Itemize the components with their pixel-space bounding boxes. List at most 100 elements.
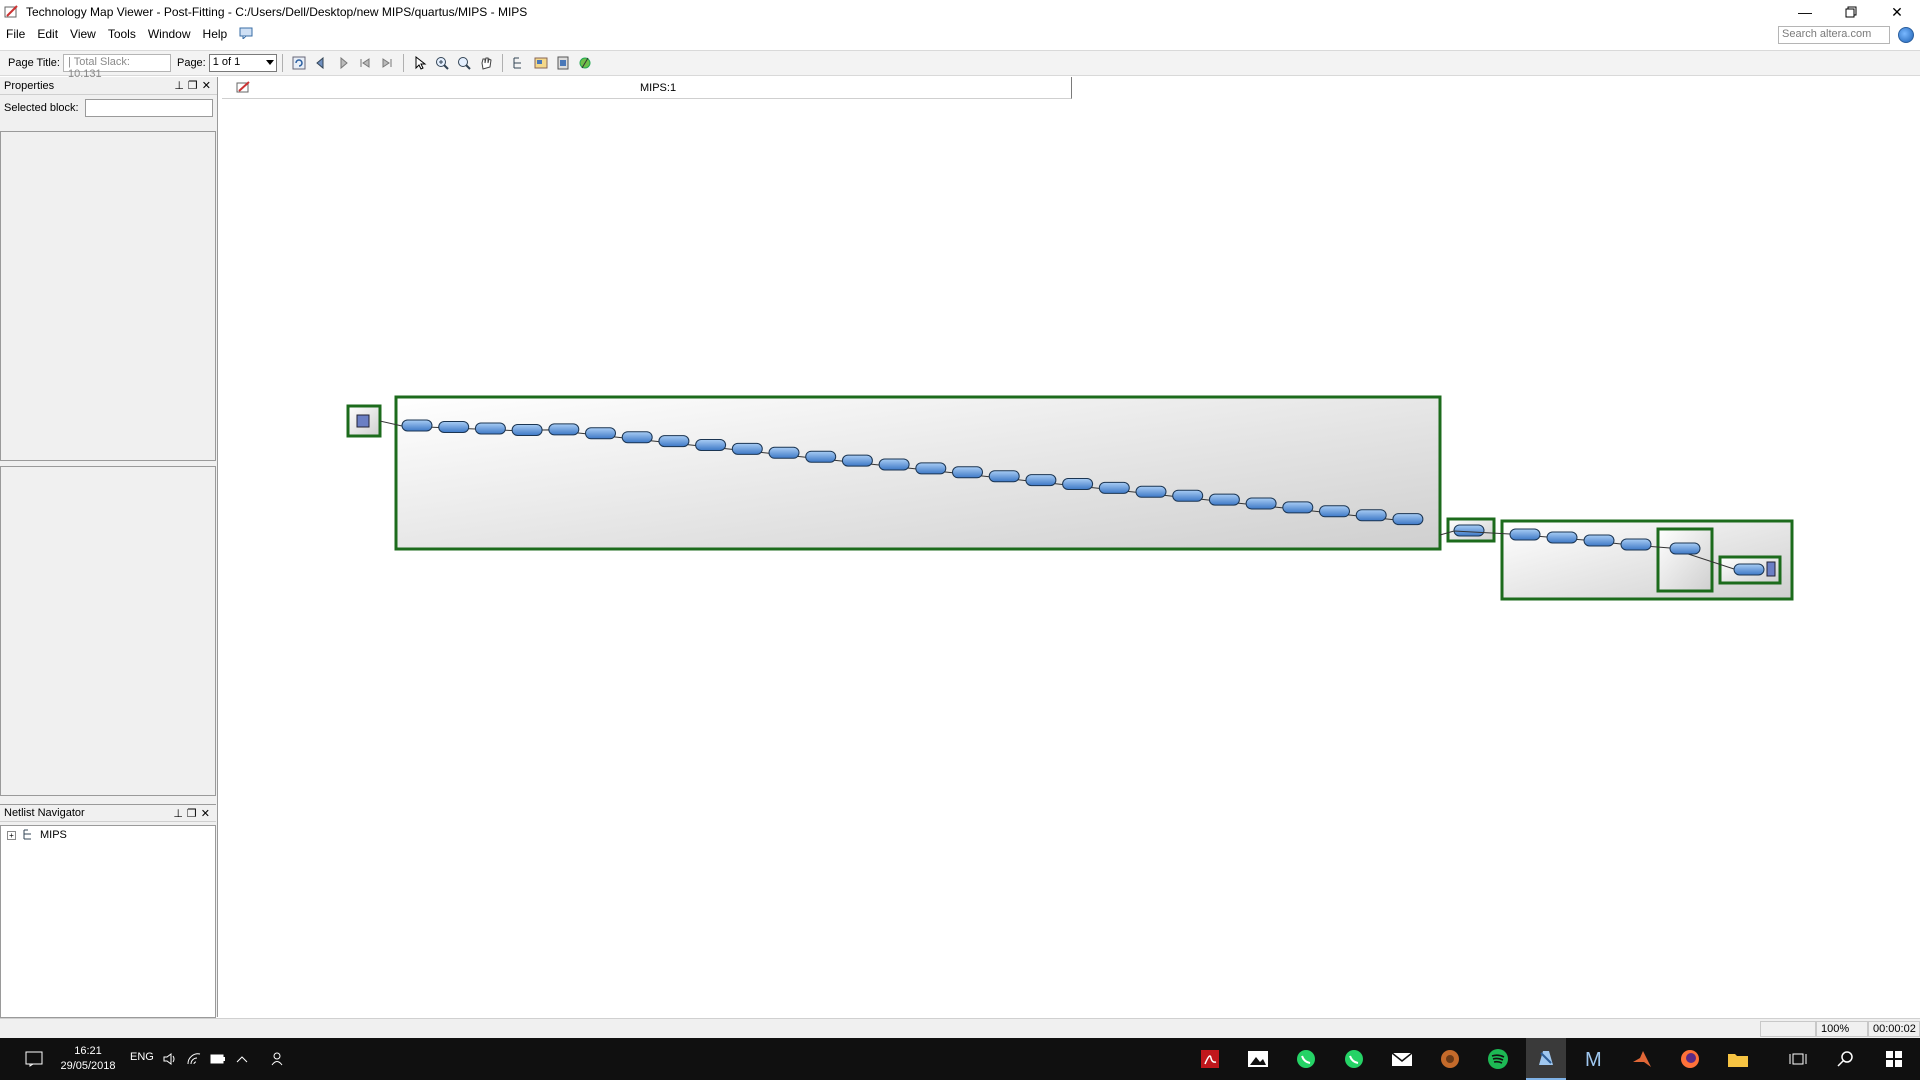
lcell-node [1208, 493, 1240, 506]
forward-icon[interactable] [333, 53, 353, 73]
menu-view[interactable]: View [70, 27, 96, 41]
left-panel: Properties ⊥ ❐ ✕ Selected block: Netlist… [0, 77, 218, 1018]
lcell-node [952, 466, 983, 479]
lcell-node [1025, 474, 1057, 487]
taskbar-clock[interactable]: 16:21 29/05/2018 [48, 1044, 128, 1074]
action-center-icon[interactable] [14, 1038, 54, 1080]
menu-tools[interactable]: Tools [107, 27, 136, 41]
close-icon[interactable]: ✕ [201, 80, 211, 92]
task-view-icon[interactable] [1778, 1038, 1818, 1080]
menu-file[interactable]: File [6, 27, 26, 41]
lcell-node [1172, 489, 1204, 502]
whatsapp-desktop-icon[interactable] [1334, 1038, 1374, 1080]
lcell-node [1453, 524, 1485, 537]
pin-icon[interactable]: ⊥ [174, 80, 184, 92]
lcell-node [1583, 534, 1615, 547]
title-bar: Technology Map Viewer - Post-Fitting - C… [0, 0, 1920, 24]
lcell-node [548, 423, 580, 436]
globe-icon[interactable] [1898, 27, 1914, 43]
status-bar: 100% 00:00:02 [0, 1018, 1920, 1038]
lcell-node [658, 435, 690, 448]
lcell-node [1355, 509, 1387, 522]
chevron-up-icon[interactable] [232, 1038, 252, 1080]
feedback-icon[interactable] [233, 27, 259, 42]
lcell-node [988, 470, 1020, 483]
lcell-node [401, 419, 433, 432]
input-pin-cell [356, 414, 370, 428]
search-icon[interactable] [1826, 1038, 1866, 1080]
volume-icon[interactable] [160, 1038, 180, 1080]
app-icon [4, 4, 20, 20]
page-select[interactable]: 1 of 1 [208, 54, 277, 72]
wifi-icon[interactable] [184, 1038, 204, 1080]
tab-mips[interactable]: MIPS:1 [640, 82, 677, 94]
zoom-in-icon[interactable] [432, 53, 452, 73]
netlist-navigator-title: Netlist Navigator [4, 807, 85, 819]
lcell-node [1245, 497, 1277, 510]
menu-window[interactable]: Window [147, 27, 191, 41]
float-icon[interactable]: ❐ [186, 808, 197, 820]
start-windows-icon[interactable] [1874, 1038, 1914, 1080]
acrobat-icon[interactable] [1190, 1038, 1230, 1080]
lcell-node [438, 421, 470, 433]
lcell-node [841, 454, 873, 467]
tree-item-mips[interactable]: + MIPS [1, 826, 215, 844]
firefox-icon[interactable] [1670, 1038, 1710, 1080]
menu-help[interactable]: Help [202, 27, 228, 41]
language-indicator[interactable]: ENG [130, 1051, 154, 1063]
refresh-icon[interactable] [289, 53, 309, 73]
chip-planner-icon[interactable] [575, 53, 595, 73]
pin-icon[interactable]: ⊥ [173, 808, 183, 820]
file-explorer-icon[interactable] [1718, 1038, 1758, 1080]
lcell-node [1135, 485, 1167, 498]
schematic-viewer[interactable]: MIPS:1 [222, 77, 1920, 1017]
whatsapp-icon[interactable] [1286, 1038, 1326, 1080]
netlist-icon[interactable] [531, 53, 551, 73]
window-title: Technology Map Viewer - Post-Fitting - C… [26, 5, 528, 19]
selected-block-row: Selected block: [0, 95, 217, 121]
battery-icon[interactable] [208, 1038, 228, 1080]
people-icon[interactable] [266, 1038, 290, 1080]
netlist-tree: + MIPS [0, 825, 216, 1018]
hand-pan-icon[interactable] [476, 53, 496, 73]
lcell-node [731, 442, 763, 455]
spotify-icon[interactable] [1478, 1038, 1518, 1080]
properties-panel-header: Properties ⊥ ❐ ✕ [0, 77, 217, 95]
page-label: Page: [176, 57, 206, 69]
next-page-icon[interactable] [377, 53, 397, 73]
mail-icon[interactable] [1382, 1038, 1422, 1080]
minimize-button[interactable]: — [1798, 4, 1812, 20]
svg-text:M: M [1585, 1049, 1602, 1070]
close-window-button[interactable]: ✕ [1891, 3, 1903, 20]
lcell-node [1509, 528, 1541, 541]
zoom-fit-icon[interactable] [454, 53, 474, 73]
browser-icon[interactable] [1430, 1038, 1470, 1080]
page-title-field[interactable]: | Total Slack: 10.131 [62, 54, 171, 80]
quartus-taskbar-icon[interactable] [1526, 1038, 1566, 1080]
back-icon[interactable] [311, 53, 331, 73]
float-icon[interactable]: ❐ [187, 80, 198, 92]
select-pointer-icon[interactable] [410, 53, 430, 73]
menu-edit[interactable]: Edit [37, 27, 59, 41]
modelsim-icon[interactable]: M [1574, 1038, 1614, 1080]
clock-time: 16:21 [74, 1045, 102, 1057]
matlab-icon[interactable] [1622, 1038, 1662, 1080]
previous-page-icon[interactable] [355, 53, 375, 73]
photos-icon[interactable] [1238, 1038, 1278, 1080]
hierarchy-icon[interactable] [509, 53, 529, 73]
tab-bar: MIPS:1 [222, 77, 1072, 99]
close-icon[interactable]: ✕ [200, 808, 210, 820]
selected-block-field[interactable] [84, 99, 213, 117]
page-select-value: 1 of 1 [212, 56, 241, 68]
expand-icon[interactable]: + [7, 830, 16, 840]
lcell-node [1282, 501, 1314, 514]
search-input[interactable]: Search altera.com [1778, 26, 1890, 44]
lcell-node [1546, 531, 1578, 544]
zoom-level: 100% [1816, 1021, 1868, 1037]
restore-button[interactable] [1828, 0, 1874, 24]
lcell-node [621, 431, 653, 444]
output-pin-cell [1766, 561, 1776, 577]
properties-icon[interactable] [553, 53, 573, 73]
schematic-canvas[interactable] [222, 99, 1920, 959]
clock-date: 29/05/2018 [60, 1060, 116, 1072]
